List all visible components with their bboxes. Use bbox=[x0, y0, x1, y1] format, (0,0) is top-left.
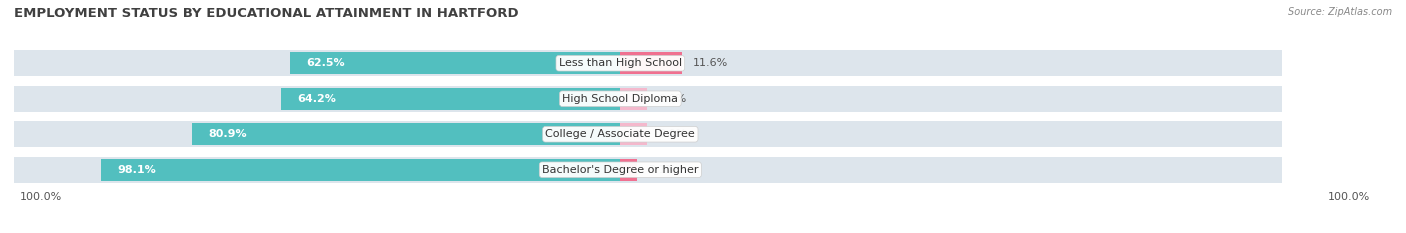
Text: 80.9%: 80.9% bbox=[209, 129, 247, 139]
Bar bbox=[101, 159, 620, 181]
Bar bbox=[290, 52, 620, 74]
Text: 64.2%: 64.2% bbox=[297, 94, 336, 104]
Text: 0.0%: 0.0% bbox=[658, 94, 686, 104]
Text: 100.0%: 100.0% bbox=[20, 192, 62, 202]
Text: High School Diploma: High School Diploma bbox=[562, 94, 678, 104]
Bar bbox=[193, 123, 620, 145]
Bar bbox=[620, 159, 637, 181]
Bar bbox=[14, 157, 1282, 183]
Bar bbox=[14, 121, 1282, 147]
Text: 98.1%: 98.1% bbox=[118, 165, 156, 175]
Bar bbox=[281, 88, 620, 110]
Bar bbox=[14, 86, 1282, 112]
Text: College / Associate Degree: College / Associate Degree bbox=[546, 129, 695, 139]
Text: EMPLOYMENT STATUS BY EDUCATIONAL ATTAINMENT IN HARTFORD: EMPLOYMENT STATUS BY EDUCATIONAL ATTAINM… bbox=[14, 7, 519, 20]
Bar bbox=[620, 88, 647, 110]
Text: Source: ZipAtlas.com: Source: ZipAtlas.com bbox=[1288, 7, 1392, 17]
Text: 3.1%: 3.1% bbox=[648, 165, 676, 175]
Text: Less than High School: Less than High School bbox=[558, 58, 682, 68]
Text: 0.0%: 0.0% bbox=[658, 129, 686, 139]
Bar bbox=[620, 123, 647, 145]
Text: 11.6%: 11.6% bbox=[693, 58, 728, 68]
Text: 100.0%: 100.0% bbox=[1327, 192, 1369, 202]
Bar bbox=[620, 52, 682, 74]
Text: 62.5%: 62.5% bbox=[307, 58, 344, 68]
Text: Bachelor's Degree or higher: Bachelor's Degree or higher bbox=[543, 165, 699, 175]
Bar bbox=[14, 50, 1282, 76]
